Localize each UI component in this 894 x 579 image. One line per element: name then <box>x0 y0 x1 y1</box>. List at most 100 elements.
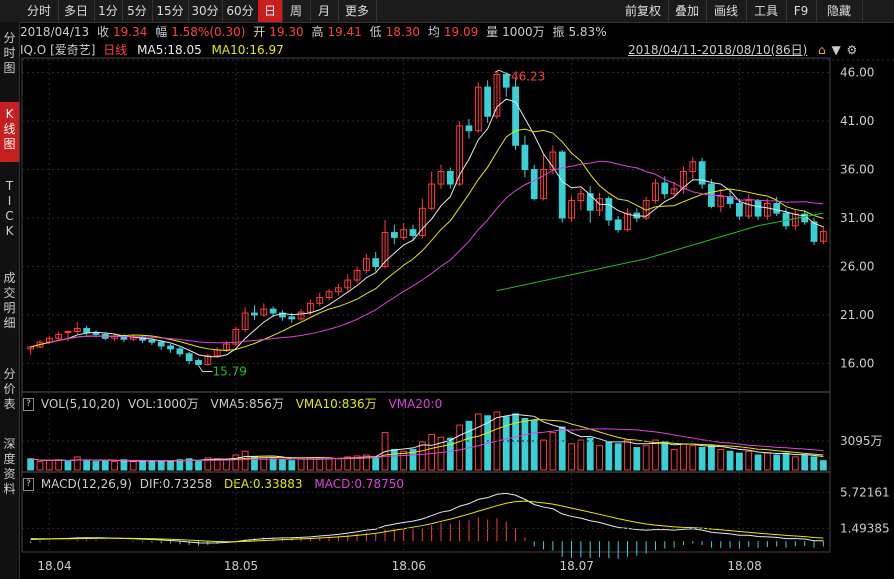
candle-body <box>493 73 501 117</box>
volume-bar <box>185 458 193 471</box>
date-range-label[interactable]: 2018/04/11-2018/08/10(86日) <box>628 43 808 57</box>
tab-8[interactable]: 周 <box>282 0 311 22</box>
ma-line-MA60 <box>496 212 824 292</box>
high-value: 19.41 <box>327 25 362 39</box>
sidebar-item-price-table[interactable]: 分价表 <box>3 367 16 411</box>
candle-body <box>530 169 538 200</box>
volume-bar <box>568 443 575 471</box>
candle-body <box>288 316 296 320</box>
candle-body <box>269 308 277 314</box>
tool-tab-1[interactable]: 叠加 <box>668 0 707 22</box>
high-label: 高 <box>311 25 324 39</box>
volume-bar <box>763 452 771 471</box>
tab-7[interactable]: 日 <box>258 0 283 22</box>
low-marker <box>198 365 213 372</box>
tab-2[interactable]: 1分 <box>94 0 123 22</box>
low-label: 低 <box>369 25 382 39</box>
candle-body <box>204 355 212 365</box>
tab-5[interactable]: 30分 <box>188 0 223 22</box>
candle-body <box>586 193 594 211</box>
tab-9[interactable]: 月 <box>310 0 339 22</box>
volume-bar <box>782 452 790 471</box>
candle-body <box>819 231 827 242</box>
change-label: 幅 <box>155 25 168 39</box>
settings-gear-icon[interactable]: ⚙ <box>846 43 858 57</box>
vol-indicator-label[interactable]: VOL(5,10,20) <box>40 397 121 411</box>
candle-body <box>782 212 790 227</box>
tool-tab-5[interactable]: 隐藏 <box>816 0 863 22</box>
tab-4[interactable]: 15分 <box>152 0 189 22</box>
candle-body <box>698 161 706 185</box>
candle-body <box>148 339 156 343</box>
dif-label: DIF:0.73258 <box>139 477 213 491</box>
volume-bar <box>36 461 44 471</box>
volume-bar <box>465 420 473 471</box>
lock-icon[interactable]: ⌂ <box>818 43 826 57</box>
help-icon[interactable]: ? <box>23 398 34 411</box>
candle-body <box>512 86 519 146</box>
candle-body <box>773 202 781 214</box>
time-axis-label: 18.04 <box>37 559 71 573</box>
candle-body <box>624 212 631 231</box>
macd-value-label: MACD:0.78750 <box>314 477 405 491</box>
volume-bar <box>288 460 296 471</box>
volume-bar <box>353 455 361 471</box>
volume-bar <box>652 439 659 471</box>
avg-label: 均 <box>427 25 440 39</box>
tool-tab-3[interactable]: 工具 <box>746 0 787 22</box>
sidebar-item-depth-info[interactable]: 深度资料 <box>3 437 16 496</box>
sidebar-item-trade-detail[interactable]: 成交明细 <box>3 271 16 330</box>
candle-body <box>605 198 613 221</box>
candle-body <box>64 330 72 333</box>
candle-body <box>381 232 389 267</box>
candle-body <box>195 360 202 365</box>
volume-bar <box>157 461 165 471</box>
candle-body <box>55 333 63 339</box>
candle-body <box>390 232 398 238</box>
vol-label: 量 <box>486 25 499 39</box>
close-label: 收 <box>97 25 110 39</box>
volume-bar <box>773 454 781 471</box>
volume-bar <box>148 460 156 471</box>
tab-3[interactable]: 5分 <box>122 0 153 22</box>
volume-bar <box>661 441 669 471</box>
candle-body <box>409 229 417 236</box>
candle-body <box>335 287 342 293</box>
tool-tab-0[interactable]: 前复权 <box>618 0 669 22</box>
volume-bar <box>633 447 641 471</box>
macd-indicator-label[interactable]: MACD(12,26,9) <box>40 477 132 491</box>
close-value: 19.34 <box>113 25 148 39</box>
candle-body <box>362 258 370 271</box>
volume-bar <box>810 456 818 471</box>
candle-body <box>157 341 165 347</box>
volume-bar <box>204 457 212 471</box>
candle-body <box>474 86 482 132</box>
tab-0[interactable]: 分时 <box>20 0 59 22</box>
tool-tab-4[interactable]: F9 <box>786 0 817 22</box>
candle-body <box>428 183 436 209</box>
period-label: 日线 <box>103 43 128 57</box>
tool-tab-2[interactable]: 画线 <box>706 0 747 22</box>
candle-body <box>400 229 408 238</box>
tab-1[interactable]: 多日 <box>58 0 95 22</box>
volume-bar <box>446 437 454 471</box>
dropdown-icon[interactable]: ▼ <box>831 43 841 57</box>
volume-bar <box>325 457 333 471</box>
volume-bar <box>400 450 408 471</box>
candle-body <box>680 170 687 190</box>
candle-body <box>260 308 268 316</box>
help-icon[interactable]: ? <box>23 478 34 491</box>
price-axis-label: 36.00 <box>840 163 874 177</box>
candle-body <box>465 125 473 132</box>
candle-body <box>316 297 324 304</box>
sidebar-item-timeshare[interactable]: 分时图 <box>3 31 16 75</box>
volume-bar <box>139 460 146 471</box>
candle-body <box>763 202 771 217</box>
ma5-label: MA5:18.05 <box>137 43 202 57</box>
volume-bar <box>549 432 557 471</box>
tab-10[interactable]: 更多 <box>338 0 377 22</box>
